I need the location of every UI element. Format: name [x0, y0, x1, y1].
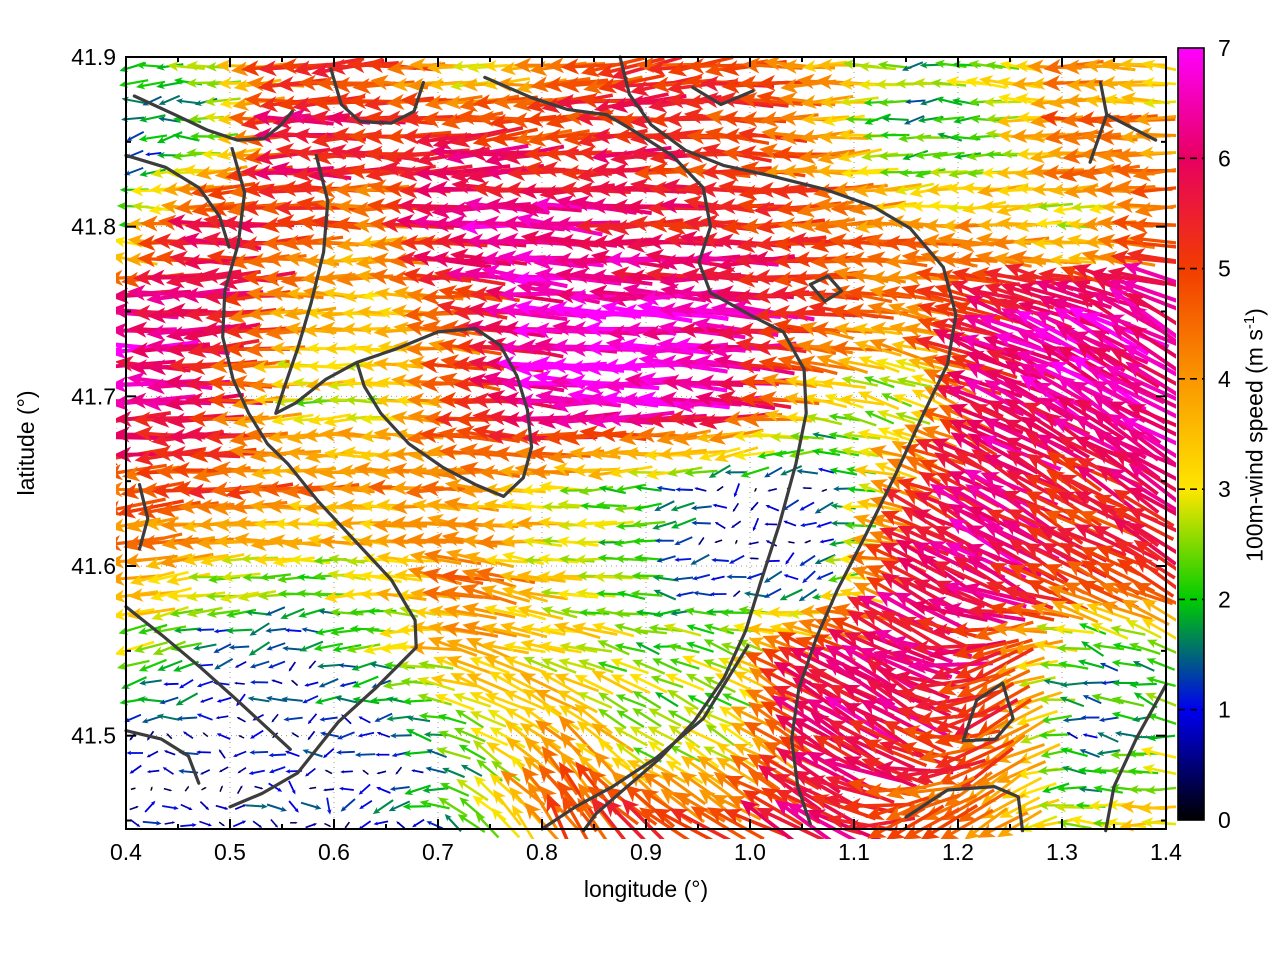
- x-axis-label: longitude (°): [583, 876, 709, 902]
- colorbar-label: 100m-wind speed (m s-1): [1241, 285, 1271, 585]
- axis-ticks: [125, 56, 1167, 829]
- colorbar-label-text: 100m-wind speed (m s: [1241, 329, 1268, 562]
- colorbar-label-superscript: -1: [1241, 315, 1258, 330]
- y-tick-labels: 41.541.641.741.841.9: [71, 44, 116, 749]
- y-axis-label: latitude (°): [13, 390, 39, 496]
- x-tick-labels: 0.4 0.5 0.6 0.7 0.8 0.9 1.0 1.1 1.2 1.3 1.4: [110, 839, 1182, 865]
- colorbar-label-close: ): [1241, 308, 1268, 316]
- colorbar: [1177, 47, 1205, 821]
- colorbar-gradient: [1178, 48, 1204, 820]
- contour-lines: [124, 55, 1168, 833]
- wind-arrows: [116, 55, 1176, 839]
